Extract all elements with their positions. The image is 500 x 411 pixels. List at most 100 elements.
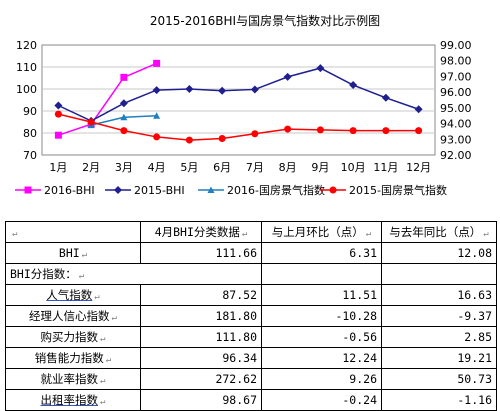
section-blank [381, 263, 497, 285]
left-axis-ticks: 70 80 90 100 110 120 [16, 39, 37, 162]
series-point [120, 73, 128, 81]
cell-yoy: 16.63 [381, 284, 497, 306]
series-point [283, 72, 292, 81]
left-axis-tick-label: 90 [23, 105, 37, 118]
series-point [316, 64, 325, 73]
legend-label: 2016-BHI [44, 184, 95, 197]
legend-entry: 2016-BHI [15, 184, 95, 197]
table-row: 购买力指数 ↵ 111.80 -0.56 2.85 [5, 326, 497, 348]
legend-entry: 2016-国房景气指数 [198, 183, 325, 197]
cell-yoy: 12.08 [381, 242, 497, 264]
right-axis-ticks: 92.00 93.00 94.00 95.00 96.00 97.00 98.00 99.00 [440, 39, 472, 162]
series-2015-BHI [54, 64, 423, 125]
legend-label: 2016-国房景气指数 [227, 183, 325, 197]
series-point [185, 136, 193, 144]
cell-value: 98.67 [140, 389, 262, 411]
table-row: 销售能力指数 ↵ 96.34 12.24 19.21 [5, 347, 497, 369]
cell-yoy: -1.16 [381, 389, 497, 411]
left-axis-tick-label: 100 [16, 83, 37, 96]
right-axis-tick-label: 97.00 [440, 70, 472, 83]
series-point [54, 110, 62, 118]
plot-area [41, 44, 436, 156]
series-point [119, 99, 128, 108]
x-axis-tick-label: 8月 [279, 161, 297, 174]
cell-value: 111.80 [140, 326, 262, 348]
series-point [152, 86, 161, 95]
x-axis-tick-label: 3月 [115, 161, 133, 174]
series-point [349, 127, 357, 135]
series-point [54, 131, 62, 139]
x-axis-tick-label: 11月 [373, 161, 398, 174]
x-axis-tick-label: 2月 [82, 161, 100, 174]
cell-value: 96.34 [140, 347, 262, 369]
cell-mom: -0.56 [261, 326, 382, 348]
section-blank [261, 263, 382, 285]
series-point [381, 93, 390, 102]
right-axis-tick-label: 93.00 [440, 133, 472, 146]
left-axis-tick-label: 110 [16, 61, 37, 74]
right-axis-tick-label: 95.00 [440, 102, 472, 115]
row-label: 出租率指数 ↵ [5, 389, 141, 411]
legend-marker [24, 186, 32, 194]
cell-mom: 12.24 [261, 347, 382, 369]
cell-mom: 6.31 [261, 242, 382, 264]
row-label: 就业率指数 ↵ [5, 368, 141, 390]
series-point [415, 127, 423, 135]
series-line [58, 62, 157, 136]
cell-yoy: 19.21 [381, 347, 497, 369]
chart-title: 2015-2016BHI与国房景气指数对比示例图 [150, 13, 380, 28]
row-label: BHI ↵ [5, 242, 141, 264]
series-point [87, 118, 95, 126]
header-april-bhi: 4月BHI分类数据 ↵ [140, 221, 262, 243]
table-row-bhi: BHI ↵ 111.66 6.31 12.08 [5, 242, 497, 264]
right-axis-tick-label: 99.00 [440, 39, 472, 52]
cell-value: 272.62 [140, 368, 262, 390]
x-axis-tick-label: 6月 [213, 161, 231, 174]
series-point [153, 59, 161, 67]
table-row: 出租率指数 ↵ 98.67 -0.24 -1.16 [5, 389, 497, 411]
legend-marker [329, 186, 337, 194]
x-axis-tick-label: 5月 [180, 161, 198, 174]
x-axis-tick-label: 10月 [341, 161, 366, 174]
legend-marker [114, 186, 122, 194]
table-section-row: BHI分指数： ↵ [5, 263, 497, 285]
row-label: 经理人信心指数 ↵ [5, 305, 141, 327]
x-axis-tick-label: 12月 [406, 161, 431, 174]
legend-entry: 2015-BHI [105, 184, 185, 197]
series-point [250, 85, 259, 94]
cell-mom: -10.28 [261, 305, 382, 327]
series-point [349, 81, 358, 90]
left-axis-tick-label: 120 [16, 39, 37, 52]
header-mom: 与上月环比（点） ↵ [261, 221, 382, 243]
row-label: 销售能力指数 ↵ [5, 347, 141, 369]
cell-value: 181.80 [140, 305, 262, 327]
series-point [251, 130, 259, 138]
series-point [218, 86, 227, 95]
legend-marker [207, 186, 215, 193]
series-point [185, 85, 194, 93]
legend-entry: 2015-国房景气指数 [320, 183, 447, 197]
header-corner: ↵ [5, 221, 141, 243]
right-axis-tick-label: 96.00 [440, 86, 472, 99]
series-point [382, 127, 390, 135]
table-row: 就业率指数 ↵ 272.62 9.26 50.73 [5, 368, 497, 390]
cell-value: 87.52 [140, 284, 262, 306]
cell-yoy: 50.73 [381, 368, 497, 390]
right-axis-tick-label: 92.00 [440, 149, 472, 162]
row-label: 人气指数 ↵ [5, 284, 141, 306]
series-point [120, 113, 128, 121]
x-axis-tick-label: 1月 [49, 161, 67, 174]
row-label: 购买力指数 ↵ [5, 326, 141, 348]
series-line [58, 113, 419, 141]
series-point [284, 125, 292, 133]
legend: 2016-BHI 2015-BHI 2016-国房景气指数 2015-国房景气指数 [15, 183, 447, 197]
series-point [120, 127, 128, 135]
cell-mom: -0.24 [261, 389, 382, 411]
legend-label: 2015-BHI [134, 184, 185, 197]
table-row: 经理人信心指数 ↵ 181.80 -10.28 -9.37 [5, 305, 497, 327]
x-axis-tick-label: 7月 [246, 161, 264, 174]
cell-value: 111.66 [140, 242, 262, 264]
series-point [218, 135, 226, 142]
section-label: BHI分指数： ↵ [5, 263, 262, 285]
legend-label: 2015-国房景气指数 [349, 183, 447, 197]
